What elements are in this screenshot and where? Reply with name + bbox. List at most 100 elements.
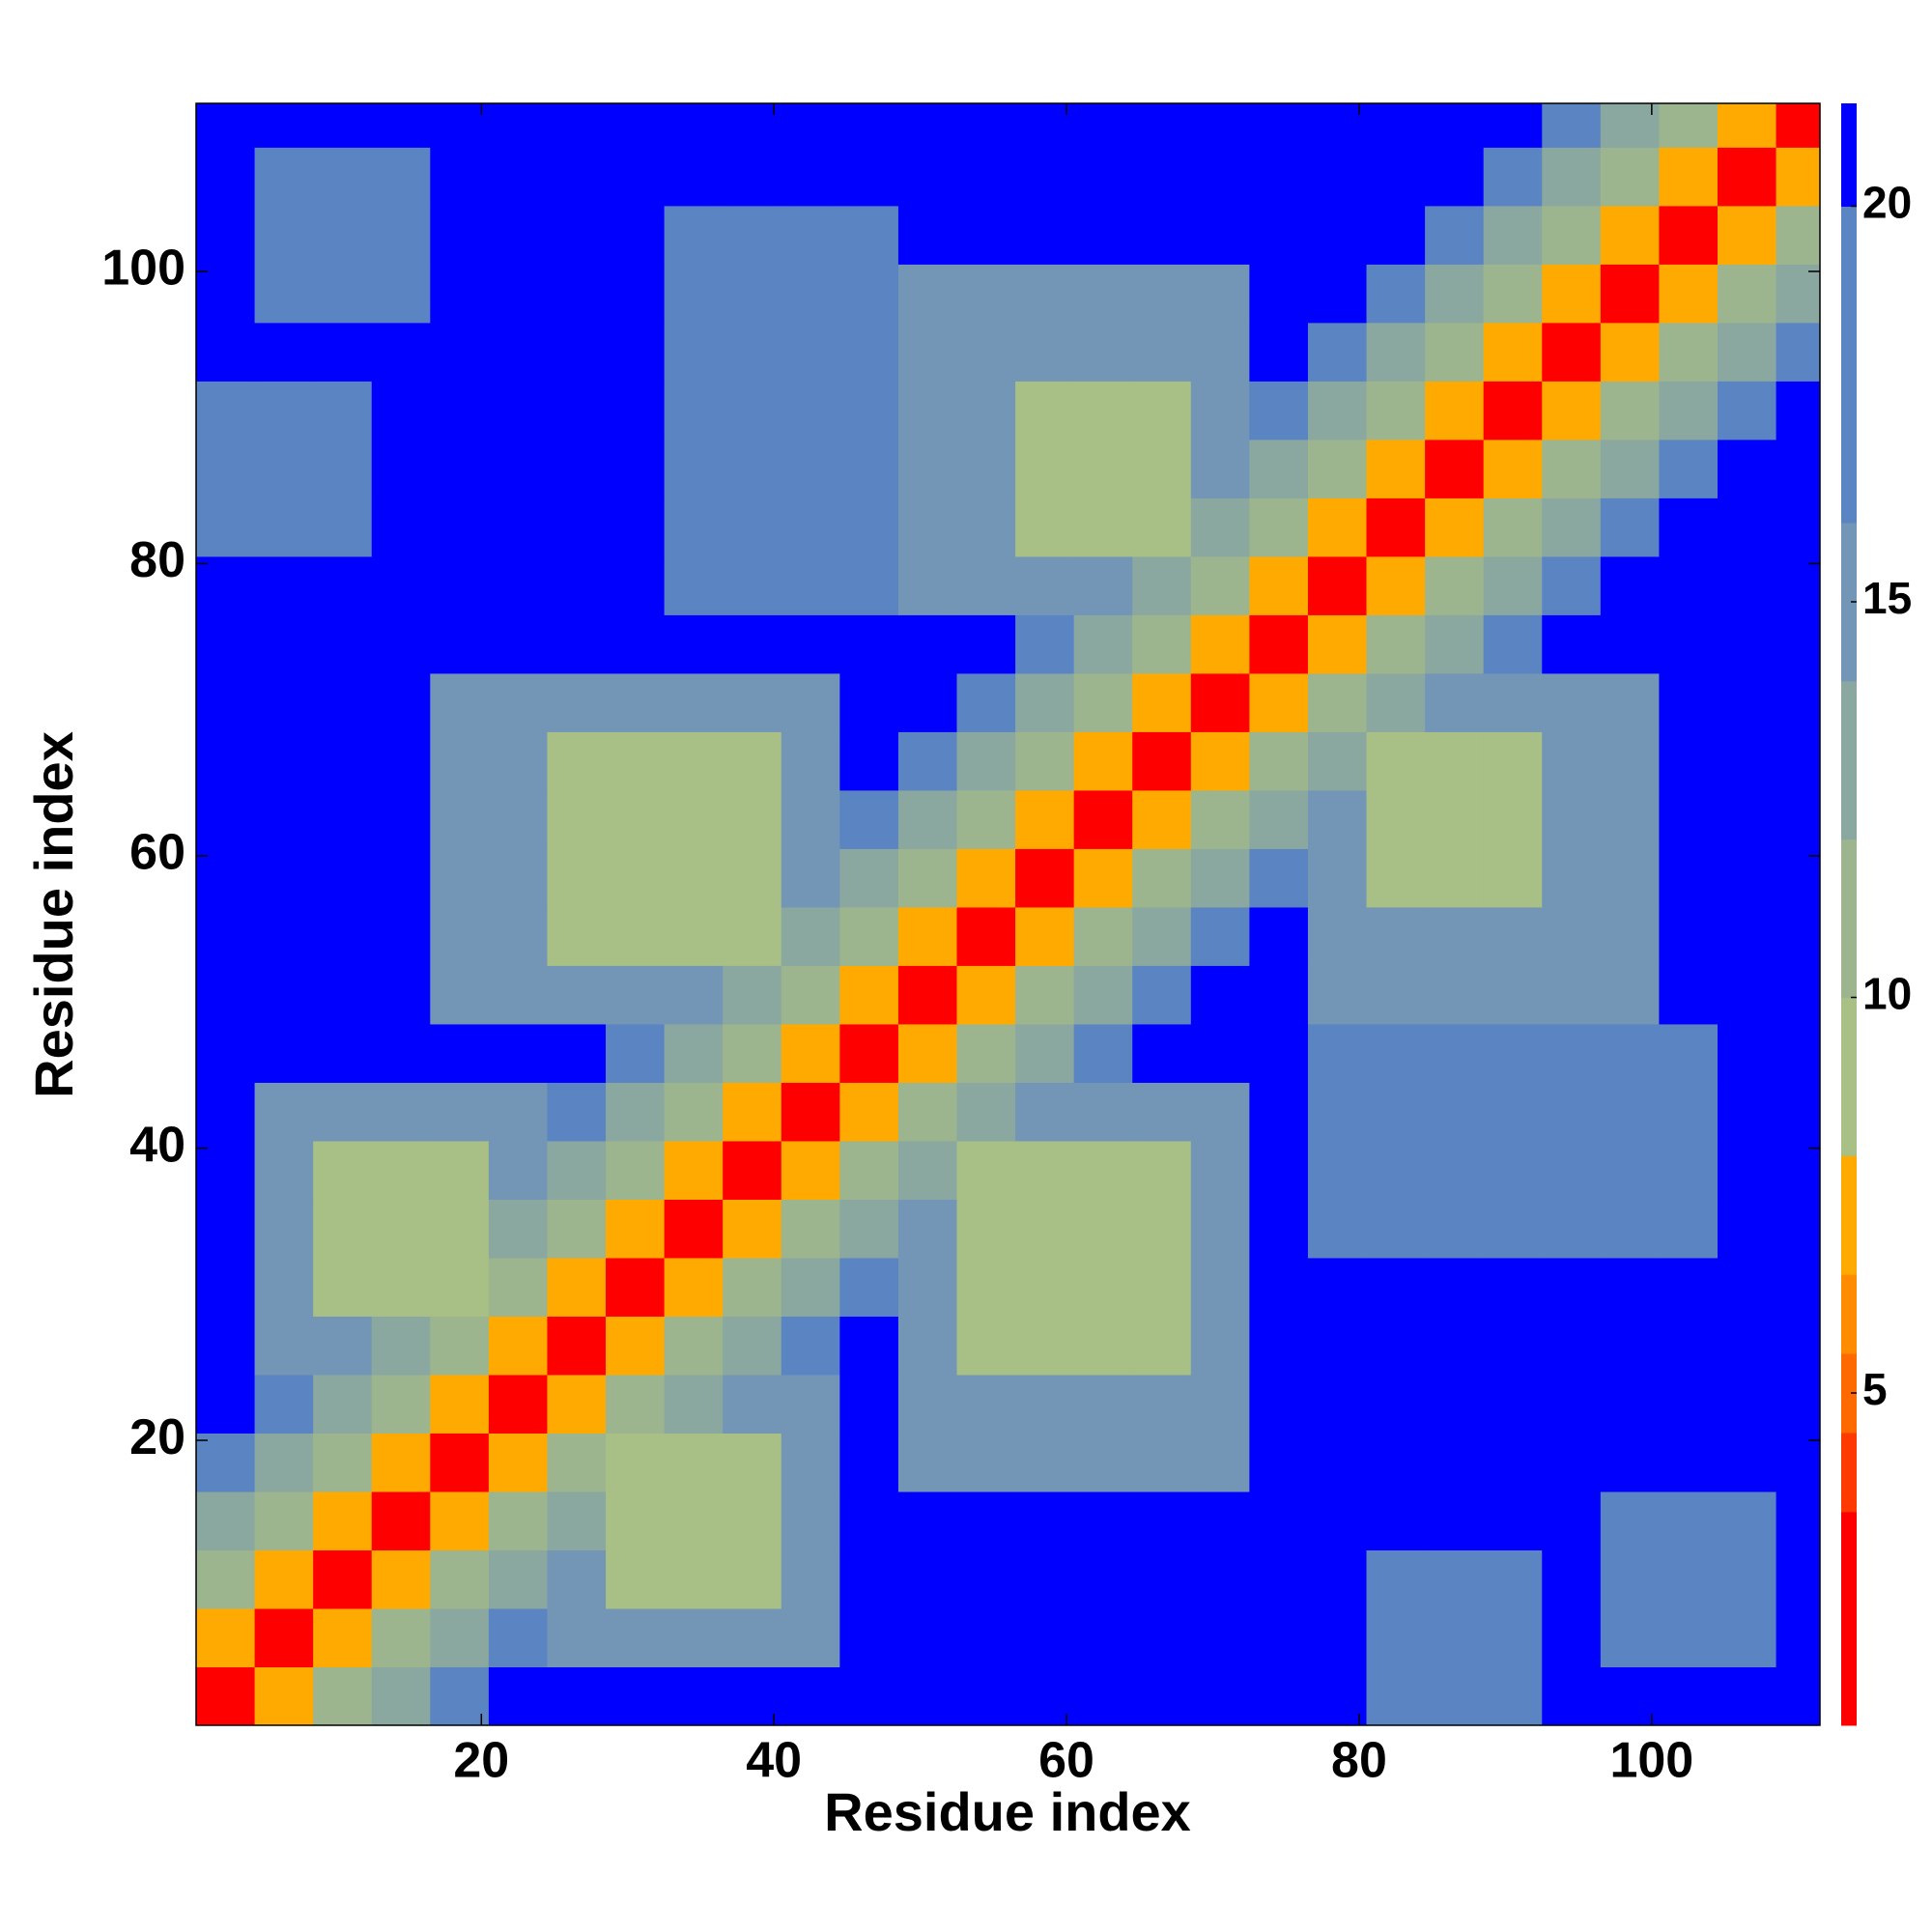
heatmap-cell bbox=[956, 1023, 1016, 1083]
heatmap-cell bbox=[1717, 1549, 1777, 1609]
heatmap-cell bbox=[1015, 1433, 1075, 1492]
heatmap-cell bbox=[1483, 1607, 1543, 1667]
heatmap-cell bbox=[1659, 1316, 1719, 1376]
heatmap-cell bbox=[1600, 1491, 1660, 1550]
heatmap-cell bbox=[1542, 1199, 1602, 1259]
heatmap-cell bbox=[1717, 1082, 1777, 1142]
heatmap-cell bbox=[1600, 1023, 1660, 1083]
heatmap-cell bbox=[547, 381, 607, 440]
heatmap-cell bbox=[196, 614, 256, 674]
heatmap-cell bbox=[1249, 848, 1309, 908]
heatmap-cell bbox=[606, 614, 666, 674]
heatmap-cell bbox=[1659, 381, 1719, 440]
heatmap-cell bbox=[781, 497, 840, 557]
heatmap-cell bbox=[1483, 322, 1543, 382]
heatmap-cell bbox=[1425, 497, 1485, 557]
heatmap-cell bbox=[781, 1199, 840, 1259]
heatmap-cell bbox=[839, 1491, 899, 1550]
heatmap-cell bbox=[781, 205, 840, 265]
heatmap-cell bbox=[1132, 1549, 1192, 1609]
heatmap-cell bbox=[606, 205, 666, 265]
heatmap-cell bbox=[1132, 1433, 1192, 1492]
heatmap-cell bbox=[1132, 1199, 1192, 1259]
heatmap-cell bbox=[1600, 264, 1660, 324]
heatmap-cell bbox=[1073, 1023, 1133, 1083]
heatmap-cell bbox=[1776, 965, 1821, 1025]
heatmap-cell bbox=[1717, 614, 1777, 674]
heatmap-cell bbox=[1776, 1199, 1821, 1259]
heatmap-cell bbox=[664, 1082, 724, 1142]
heatmap-cell bbox=[956, 205, 1016, 265]
heatmap-cell bbox=[664, 1023, 724, 1083]
heatmap-cell bbox=[1659, 1433, 1719, 1492]
heatmap-cell bbox=[196, 1140, 256, 1200]
heatmap-cell bbox=[1015, 731, 1075, 791]
heatmap-cell bbox=[1776, 1549, 1821, 1609]
heatmap-cell bbox=[1015, 1023, 1075, 1083]
heatmap-cell bbox=[1073, 906, 1133, 966]
heatmap-cell bbox=[1249, 1666, 1309, 1726]
heatmap-cell bbox=[488, 1433, 548, 1492]
heatmap-cell bbox=[547, 848, 607, 908]
heatmap-cell bbox=[1132, 1491, 1192, 1550]
heatmap-cell bbox=[430, 672, 490, 732]
heatmap-cell bbox=[897, 1257, 957, 1317]
heatmap-cell bbox=[254, 381, 314, 440]
heatmap-cell bbox=[1600, 205, 1660, 265]
heatmap-cell bbox=[547, 1607, 607, 1667]
x-tick-label: 80 bbox=[1331, 1733, 1387, 1789]
heatmap-cell bbox=[1483, 965, 1543, 1025]
heatmap-cell bbox=[254, 1257, 314, 1317]
heatmap-cell bbox=[1073, 965, 1133, 1025]
heatmap-cell bbox=[1483, 1140, 1543, 1200]
heatmap-cell bbox=[313, 614, 373, 674]
heatmap-cell bbox=[1425, 848, 1485, 908]
heatmap-cell bbox=[1659, 147, 1719, 207]
heatmap-cell bbox=[1659, 672, 1719, 732]
heatmap-cell bbox=[196, 1607, 256, 1667]
heatmap-cell bbox=[1249, 1549, 1309, 1609]
heatmap-cell bbox=[1073, 789, 1133, 849]
heatmap-cell bbox=[897, 614, 957, 674]
heatmap-cell bbox=[1600, 1199, 1660, 1259]
heatmap-cell bbox=[1659, 731, 1719, 791]
heatmap-cell bbox=[897, 1433, 957, 1492]
heatmap-cell bbox=[1542, 439, 1602, 498]
heatmap-cell bbox=[1776, 1374, 1821, 1434]
heatmap-cell bbox=[1307, 848, 1368, 908]
heatmap-cell bbox=[488, 322, 548, 382]
heatmap-cell bbox=[1366, 789, 1426, 849]
heatmap-cell bbox=[1776, 614, 1821, 674]
heatmap-cell bbox=[1190, 1023, 1250, 1083]
heatmap-cell bbox=[1600, 1549, 1660, 1609]
heatmap-cell bbox=[1483, 1316, 1543, 1376]
heatmap-cell bbox=[1600, 1607, 1660, 1667]
heatmap-cell bbox=[1307, 1666, 1368, 1726]
heatmap-cell bbox=[1483, 1023, 1543, 1083]
heatmap-cell bbox=[1307, 1023, 1368, 1083]
heatmap-cell bbox=[1659, 1257, 1719, 1317]
heatmap-cell bbox=[1366, 614, 1426, 674]
heatmap-cell bbox=[196, 906, 256, 966]
heatmap-cell bbox=[606, 1023, 666, 1083]
heatmap-cell bbox=[1015, 1491, 1075, 1550]
heatmap-cell bbox=[1132, 906, 1192, 966]
heatmap-cell bbox=[1249, 731, 1309, 791]
heatmap-cell bbox=[1425, 1257, 1485, 1317]
heatmap-cell bbox=[254, 497, 314, 557]
heatmap-cell bbox=[1659, 906, 1719, 966]
heatmap-cell bbox=[1600, 103, 1660, 148]
heatmap-cell bbox=[664, 439, 724, 498]
heatmap-cell bbox=[1717, 381, 1777, 440]
heatmap-cell bbox=[1015, 1666, 1075, 1726]
heatmap-cell bbox=[664, 147, 724, 207]
heatmap-cell bbox=[956, 1549, 1016, 1609]
heatmap-cell bbox=[956, 1199, 1016, 1259]
heatmap-cell bbox=[1717, 1140, 1777, 1200]
heatmap-cell bbox=[1483, 103, 1543, 148]
heatmap-cell bbox=[956, 1140, 1016, 1200]
heatmap-cell bbox=[781, 965, 840, 1025]
heatmap-cell bbox=[1190, 439, 1250, 498]
heatmap-cell bbox=[430, 1374, 490, 1434]
